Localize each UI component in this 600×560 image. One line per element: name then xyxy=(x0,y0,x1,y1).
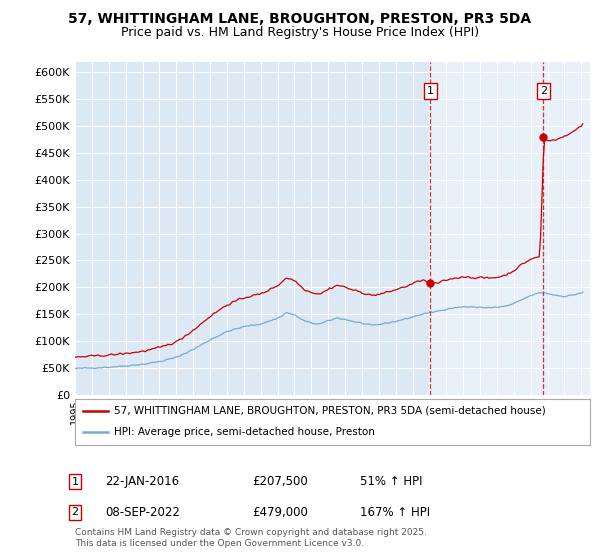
Text: Price paid vs. HM Land Registry's House Price Index (HPI): Price paid vs. HM Land Registry's House … xyxy=(121,26,479,39)
Text: 08-SEP-2022: 08-SEP-2022 xyxy=(105,506,180,519)
Text: 1: 1 xyxy=(427,86,434,96)
Text: 1: 1 xyxy=(71,477,79,487)
Text: HPI: Average price, semi-detached house, Preston: HPI: Average price, semi-detached house,… xyxy=(113,427,374,437)
Text: 2: 2 xyxy=(540,86,547,96)
Text: £207,500: £207,500 xyxy=(252,475,308,488)
Text: 2: 2 xyxy=(71,507,79,517)
Text: £479,000: £479,000 xyxy=(252,506,308,519)
Text: 167% ↑ HPI: 167% ↑ HPI xyxy=(360,506,430,519)
Bar xyxy=(430,62,590,395)
Text: 57, WHITTINGHAM LANE, BROUGHTON, PRESTON, PR3 5DA: 57, WHITTINGHAM LANE, BROUGHTON, PRESTON… xyxy=(68,12,532,26)
Text: 22-JAN-2016: 22-JAN-2016 xyxy=(105,475,179,488)
Text: 51% ↑ HPI: 51% ↑ HPI xyxy=(360,475,422,488)
Text: 57, WHITTINGHAM LANE, BROUGHTON, PRESTON, PR3 5DA (semi-detached house): 57, WHITTINGHAM LANE, BROUGHTON, PRESTON… xyxy=(113,406,545,416)
Text: Contains HM Land Registry data © Crown copyright and database right 2025.
This d: Contains HM Land Registry data © Crown c… xyxy=(75,528,427,548)
